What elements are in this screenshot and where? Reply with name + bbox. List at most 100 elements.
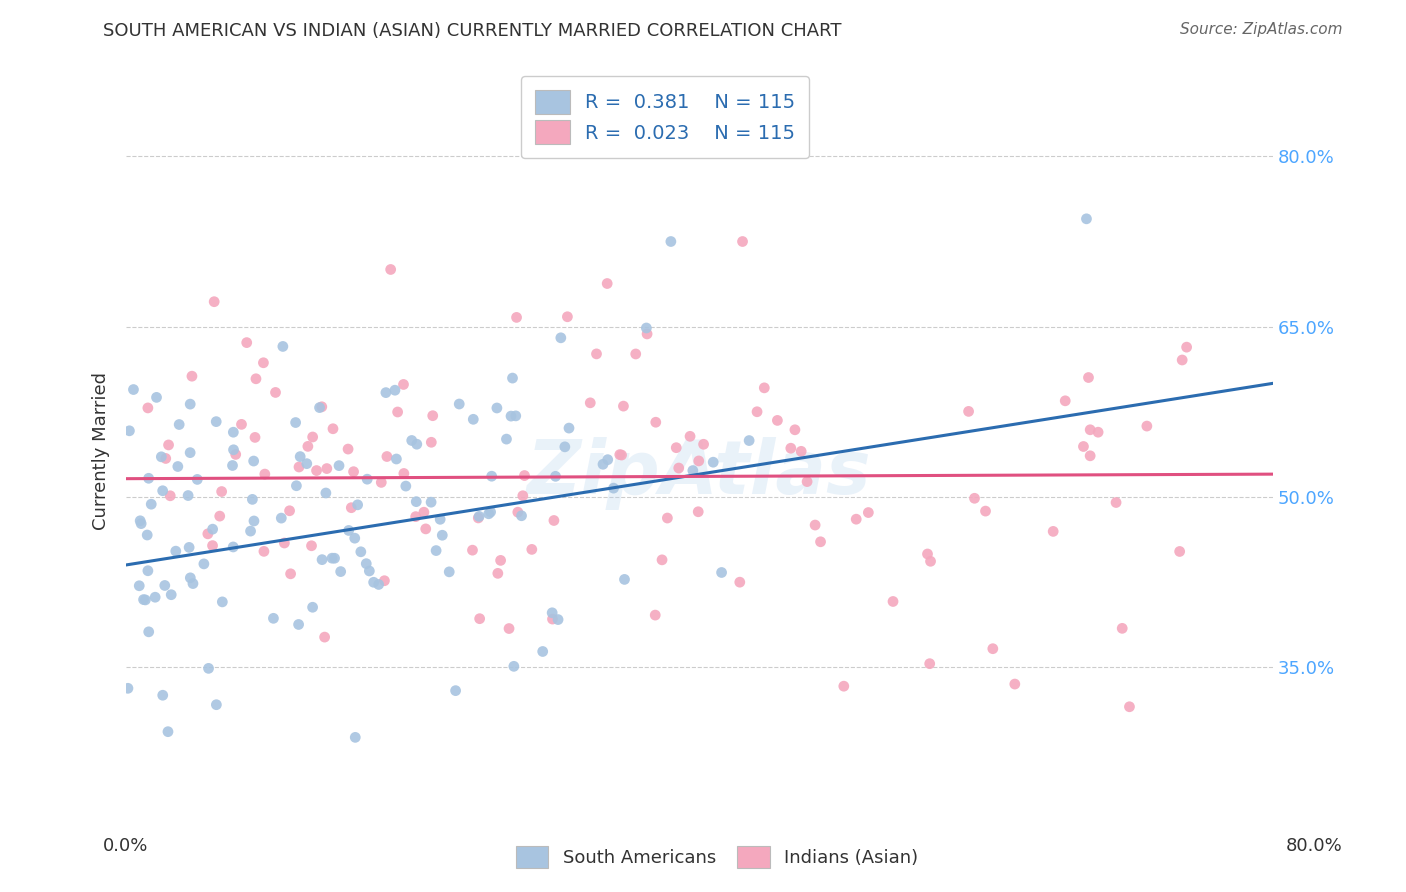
Point bbox=[138, 624, 160, 639]
Point bbox=[197, 526, 219, 541]
Point bbox=[380, 262, 402, 277]
Point bbox=[478, 507, 501, 521]
Point bbox=[295, 457, 318, 471]
Point bbox=[420, 435, 443, 450]
Point bbox=[1004, 677, 1026, 691]
Point bbox=[253, 544, 276, 558]
Point bbox=[134, 593, 156, 607]
Point bbox=[481, 469, 503, 483]
Point bbox=[395, 479, 418, 493]
Point bbox=[592, 457, 614, 471]
Point bbox=[225, 447, 247, 461]
Point bbox=[270, 511, 292, 525]
Point bbox=[143, 591, 166, 605]
Point bbox=[512, 489, 534, 503]
Point bbox=[222, 425, 245, 440]
Point bbox=[468, 612, 491, 626]
Point bbox=[311, 552, 333, 566]
Point bbox=[264, 385, 287, 400]
Point bbox=[129, 516, 152, 531]
Point bbox=[405, 494, 427, 508]
Point bbox=[179, 445, 201, 459]
Point bbox=[211, 484, 233, 499]
Point bbox=[278, 504, 301, 518]
Point bbox=[367, 577, 389, 591]
Point bbox=[917, 547, 939, 561]
Point bbox=[449, 397, 471, 411]
Point bbox=[415, 522, 437, 536]
Point bbox=[468, 509, 491, 524]
Point bbox=[612, 399, 634, 413]
Point bbox=[425, 543, 447, 558]
Point bbox=[544, 469, 567, 483]
Point bbox=[118, 424, 141, 438]
Point bbox=[668, 461, 690, 475]
Point bbox=[159, 489, 181, 503]
Point bbox=[506, 505, 529, 519]
Point bbox=[157, 438, 180, 452]
Point bbox=[499, 409, 522, 423]
Point bbox=[315, 486, 337, 500]
Point bbox=[796, 475, 818, 489]
Point bbox=[624, 347, 647, 361]
Point bbox=[554, 440, 576, 454]
Point bbox=[882, 594, 904, 608]
Point bbox=[350, 545, 373, 559]
Point bbox=[252, 356, 274, 370]
Point bbox=[242, 454, 264, 468]
Point bbox=[550, 331, 572, 345]
Point bbox=[636, 326, 658, 341]
Point bbox=[766, 413, 789, 427]
Point bbox=[738, 434, 761, 448]
Point bbox=[783, 423, 806, 437]
Point bbox=[547, 613, 569, 627]
Point bbox=[201, 539, 224, 553]
Point bbox=[136, 401, 159, 415]
Point bbox=[356, 557, 378, 571]
Text: ZipAtlas: ZipAtlas bbox=[527, 437, 872, 509]
Point bbox=[363, 575, 385, 590]
Point bbox=[651, 553, 673, 567]
Point bbox=[342, 465, 364, 479]
Point bbox=[981, 641, 1004, 656]
Point bbox=[520, 542, 543, 557]
Point bbox=[644, 608, 666, 623]
Point bbox=[160, 588, 183, 602]
Point bbox=[659, 235, 682, 249]
Point bbox=[262, 611, 284, 625]
Point bbox=[432, 528, 454, 542]
Point bbox=[181, 369, 204, 384]
Point bbox=[502, 371, 524, 385]
Point bbox=[1076, 211, 1098, 226]
Point bbox=[541, 612, 564, 626]
Point bbox=[439, 565, 461, 579]
Point bbox=[692, 437, 714, 451]
Point bbox=[201, 522, 224, 536]
Text: Source: ZipAtlas.com: Source: ZipAtlas.com bbox=[1180, 22, 1343, 37]
Point bbox=[245, 372, 267, 386]
Point bbox=[222, 540, 245, 554]
Point bbox=[657, 511, 679, 525]
Point bbox=[136, 528, 159, 542]
Point bbox=[405, 437, 427, 451]
Point bbox=[845, 512, 868, 526]
Point bbox=[710, 566, 733, 580]
Point bbox=[1136, 419, 1159, 434]
Legend: R =  0.381    N = 115, R =  0.023    N = 115: R = 0.381 N = 115, R = 0.023 N = 115 bbox=[522, 76, 808, 158]
Point bbox=[422, 409, 444, 423]
Point bbox=[179, 397, 201, 411]
Point bbox=[243, 430, 266, 444]
Point bbox=[337, 442, 360, 456]
Y-axis label: Currently Married: Currently Married bbox=[93, 373, 110, 531]
Point bbox=[344, 731, 367, 745]
Point bbox=[444, 683, 467, 698]
Point bbox=[370, 475, 392, 490]
Point bbox=[1054, 393, 1077, 408]
Point bbox=[1073, 440, 1095, 454]
Point bbox=[385, 452, 408, 467]
Point bbox=[202, 294, 225, 309]
Point bbox=[688, 454, 710, 468]
Point bbox=[401, 434, 423, 448]
Point bbox=[271, 339, 294, 353]
Point bbox=[531, 644, 554, 658]
